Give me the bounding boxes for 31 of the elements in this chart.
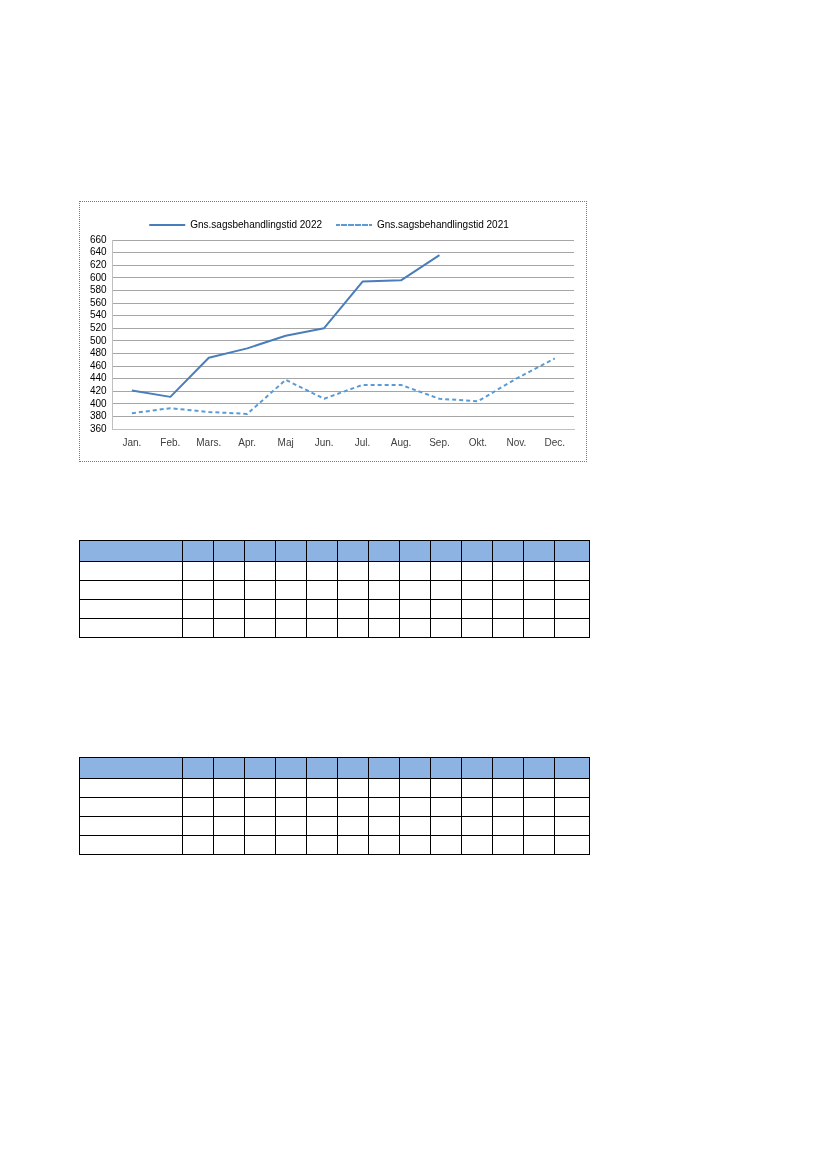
y-tick-label: 640 bbox=[90, 246, 108, 258]
y-tick-label: 420 bbox=[90, 384, 108, 396]
y-tick-label: 540 bbox=[90, 309, 108, 321]
x-tick-label: Sep. bbox=[429, 436, 450, 448]
x-tick-label: Aug. bbox=[390, 436, 412, 448]
legend-label: Gns.sagsbehandlingstid 2021 bbox=[377, 218, 510, 230]
y-tick-label: 580 bbox=[90, 284, 108, 296]
y-tick-label: 560 bbox=[90, 296, 108, 308]
x-tick-label: Jun. bbox=[314, 436, 334, 448]
x-tick-label: Maj bbox=[277, 436, 294, 448]
y-tick-label: 500 bbox=[90, 334, 108, 346]
x-tick-label: Mars. bbox=[196, 436, 222, 448]
y-tick-label: 520 bbox=[90, 321, 108, 333]
x-tick-label: Okt. bbox=[468, 436, 488, 448]
y-tick-label: 600 bbox=[90, 271, 108, 283]
y-tick-label: 380 bbox=[90, 410, 108, 422]
y-tick-label: 460 bbox=[90, 359, 108, 371]
y-tick-label: 400 bbox=[90, 397, 108, 409]
y-tick-label: 440 bbox=[90, 372, 108, 384]
y-tick-label: 480 bbox=[90, 347, 108, 359]
x-tick-label: Feb. bbox=[160, 436, 181, 448]
line-series bbox=[130, 357, 556, 415]
y-tick-label: 620 bbox=[90, 258, 108, 270]
y-tick-label: 660 bbox=[90, 233, 108, 245]
x-tick-label: Nov. bbox=[506, 436, 527, 448]
x-tick-label: Jul. bbox=[354, 436, 371, 448]
x-tick-label: Dec. bbox=[544, 436, 566, 448]
x-tick-label: Jan. bbox=[122, 436, 142, 448]
x-tick-label: Apr. bbox=[238, 436, 257, 448]
y-tick-label: 360 bbox=[90, 422, 108, 434]
legend-label: Gns.sagsbehandlingstid 2022 bbox=[190, 218, 323, 230]
